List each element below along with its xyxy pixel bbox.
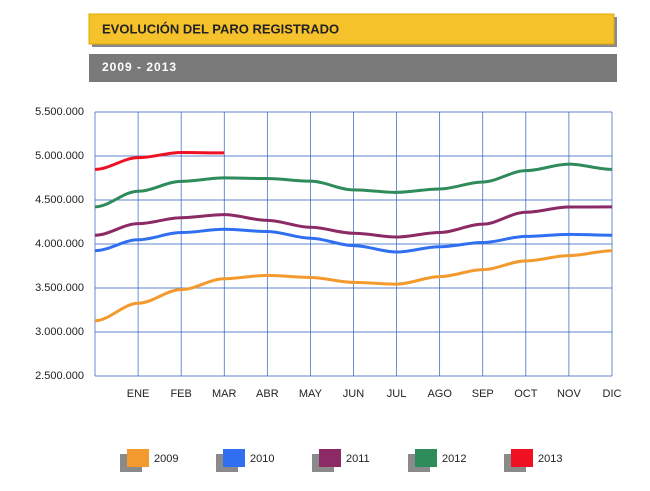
x-tick-label: ENE (127, 388, 150, 400)
legend-swatch (127, 449, 149, 467)
x-tick-label: FEB (170, 388, 191, 400)
legend-label: 2013 (538, 453, 562, 465)
legend-label: 2011 (346, 453, 370, 465)
y-tick-label: 3.500.000 (35, 282, 84, 294)
x-tick-label: ABR (256, 388, 279, 400)
x-tick-label: JUL (387, 388, 407, 400)
series-line (94, 150, 225, 171)
x-tick-label: MAY (299, 388, 323, 400)
chart-title: EVOLUCIÓN DEL PARO REGISTRADO (102, 21, 339, 36)
legend-swatch (511, 449, 533, 467)
y-tick-label: 4.500.000 (35, 194, 84, 206)
y-tick-label: 2.500.000 (35, 370, 84, 382)
title-box (88, 13, 615, 45)
legend-label: 2012 (442, 453, 466, 465)
y-tick-label: 5.500.000 (35, 106, 84, 118)
x-tick-label: NOV (557, 388, 582, 400)
series-line (94, 249, 613, 323)
x-tick-label: MAR (212, 388, 237, 400)
legend-label: 2010 (250, 453, 274, 465)
legend-swatch (223, 449, 245, 467)
y-tick-label: 3.000.000 (35, 326, 84, 338)
legend-swatch (415, 449, 437, 467)
legend-swatch (319, 449, 341, 467)
chart-subtitle: 2009 - 2013 (102, 60, 177, 74)
y-tick-label: 5.000.000 (35, 150, 84, 162)
series-line (94, 205, 613, 239)
x-tick-label: AGO (427, 388, 452, 400)
x-tick-label: SEP (472, 388, 494, 400)
series-line (94, 162, 613, 209)
series-line (94, 227, 613, 254)
x-tick-label: JUN (343, 388, 364, 400)
legend-label: 2009 (154, 453, 178, 465)
subtitle-box (89, 54, 617, 82)
x-tick-label: DIC (603, 388, 622, 400)
x-tick-label: OCT (514, 388, 538, 400)
y-tick-label: 4.000.000 (35, 238, 84, 250)
